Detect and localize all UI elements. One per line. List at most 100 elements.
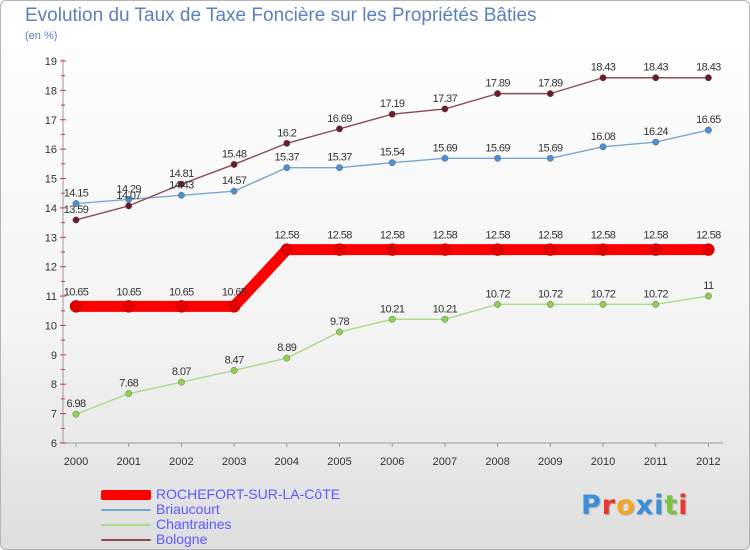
data-point [122, 300, 135, 313]
data-label: 18.43 [696, 62, 721, 74]
legend-label: Chantraines [156, 516, 232, 532]
data-label: 12.58 [433, 230, 458, 242]
data-point [438, 243, 452, 256]
y-tick-label: 9 [51, 350, 57, 362]
data-label: 12.58 [643, 230, 668, 242]
legend-label: Bologne [156, 531, 208, 547]
data-label: 10.65 [116, 286, 141, 298]
x-tick-label: 2007 [433, 456, 457, 468]
data-point [599, 143, 607, 151]
data-label: 10.21 [380, 303, 405, 315]
data-point [283, 139, 291, 147]
data-point [705, 292, 712, 300]
legend-swatch [101, 539, 151, 541]
data-point [546, 90, 554, 98]
x-tick-label: 2004 [275, 456, 299, 468]
data-label: 12.58 [327, 230, 352, 242]
data-label: 10.65 [222, 286, 247, 298]
data-point [336, 328, 343, 336]
data-label: 15.48 [222, 148, 247, 160]
data-label: 17.19 [380, 98, 405, 110]
data-point [177, 378, 185, 386]
y-tick-label: 19 [45, 56, 57, 68]
data-point [494, 90, 501, 98]
data-label: 16.24 [643, 126, 668, 138]
data-point [705, 126, 712, 134]
data-point [72, 410, 80, 418]
y-tick-label: 14 [45, 203, 57, 215]
data-point [546, 154, 554, 162]
data-point [280, 243, 294, 256]
data-point [652, 138, 660, 146]
data-label: 18.43 [643, 62, 668, 74]
data-point [441, 105, 449, 113]
logo-letter: i [654, 490, 665, 521]
data-label: 16.65 [696, 114, 721, 126]
chart-title: Evolution du Taux de Taxe Foncière sur l… [25, 5, 537, 26]
data-point [546, 300, 554, 308]
y-tick-label: 11 [46, 291, 57, 303]
x-tick-label: 2000 [64, 456, 88, 468]
y-tick-label: 12 [45, 262, 57, 274]
x-tick-label: 2002 [169, 456, 193, 468]
data-label: 15.69 [433, 142, 458, 154]
data-point [177, 191, 185, 199]
y-tick-label: 13 [45, 232, 57, 244]
data-label: 14.15 [64, 188, 89, 200]
data-label: 14.57 [222, 175, 247, 187]
data-label: 11 [703, 280, 714, 292]
data-label: 12.58 [591, 230, 616, 242]
data-point [441, 154, 449, 162]
x-tick-label: 2005 [327, 456, 351, 468]
data-point [230, 187, 238, 195]
data-label: 9.78 [330, 316, 349, 328]
logo-letter: P [581, 490, 602, 521]
data-label: 10.72 [538, 288, 563, 300]
data-point [494, 300, 501, 308]
x-tick-label: 2011 [644, 456, 668, 468]
data-label: 12.58 [380, 230, 405, 242]
data-label: 17.89 [538, 78, 563, 90]
data-point [125, 202, 133, 210]
data-label: 15.37 [327, 152, 352, 164]
data-label: 16.69 [327, 113, 352, 125]
data-point [283, 354, 291, 362]
data-point [599, 74, 607, 82]
logo-letter: r [601, 490, 617, 521]
data-label: 8.89 [277, 342, 296, 354]
data-label: 14.81 [169, 168, 194, 180]
legend-swatch [101, 524, 151, 526]
data-point [336, 125, 343, 133]
data-label: 15.69 [485, 142, 510, 154]
data-point [230, 161, 238, 168]
data-label: 15.69 [538, 142, 563, 154]
chart-unit: (en %) [25, 30, 58, 42]
data-point [702, 243, 715, 256]
data-point [494, 154, 501, 162]
data-point [649, 243, 662, 256]
logo-letter: t [664, 490, 679, 521]
y-tick-label: 7 [51, 409, 57, 421]
data-label: 12.58 [485, 230, 510, 242]
data-point [599, 300, 607, 308]
data-label: 10.65 [64, 286, 89, 298]
x-tick-label: 2006 [380, 456, 404, 468]
data-point [69, 300, 83, 313]
data-label: 10.72 [485, 288, 510, 300]
data-point [175, 300, 188, 313]
data-label: 15.37 [275, 152, 300, 164]
y-tick-label: 10 [45, 320, 57, 332]
data-label: 8.47 [225, 354, 244, 366]
data-label: 13.59 [64, 204, 89, 216]
data-point [388, 159, 396, 167]
legend-swatch [101, 509, 151, 511]
data-point [652, 74, 660, 82]
data-label: 14.07 [116, 190, 141, 202]
data-point [385, 243, 399, 256]
y-tick-label: 6 [51, 438, 57, 450]
data-label: 17.37 [433, 93, 458, 105]
data-point [441, 315, 449, 323]
x-tick-label: 2009 [538, 456, 562, 468]
data-label: 12.58 [275, 230, 300, 242]
